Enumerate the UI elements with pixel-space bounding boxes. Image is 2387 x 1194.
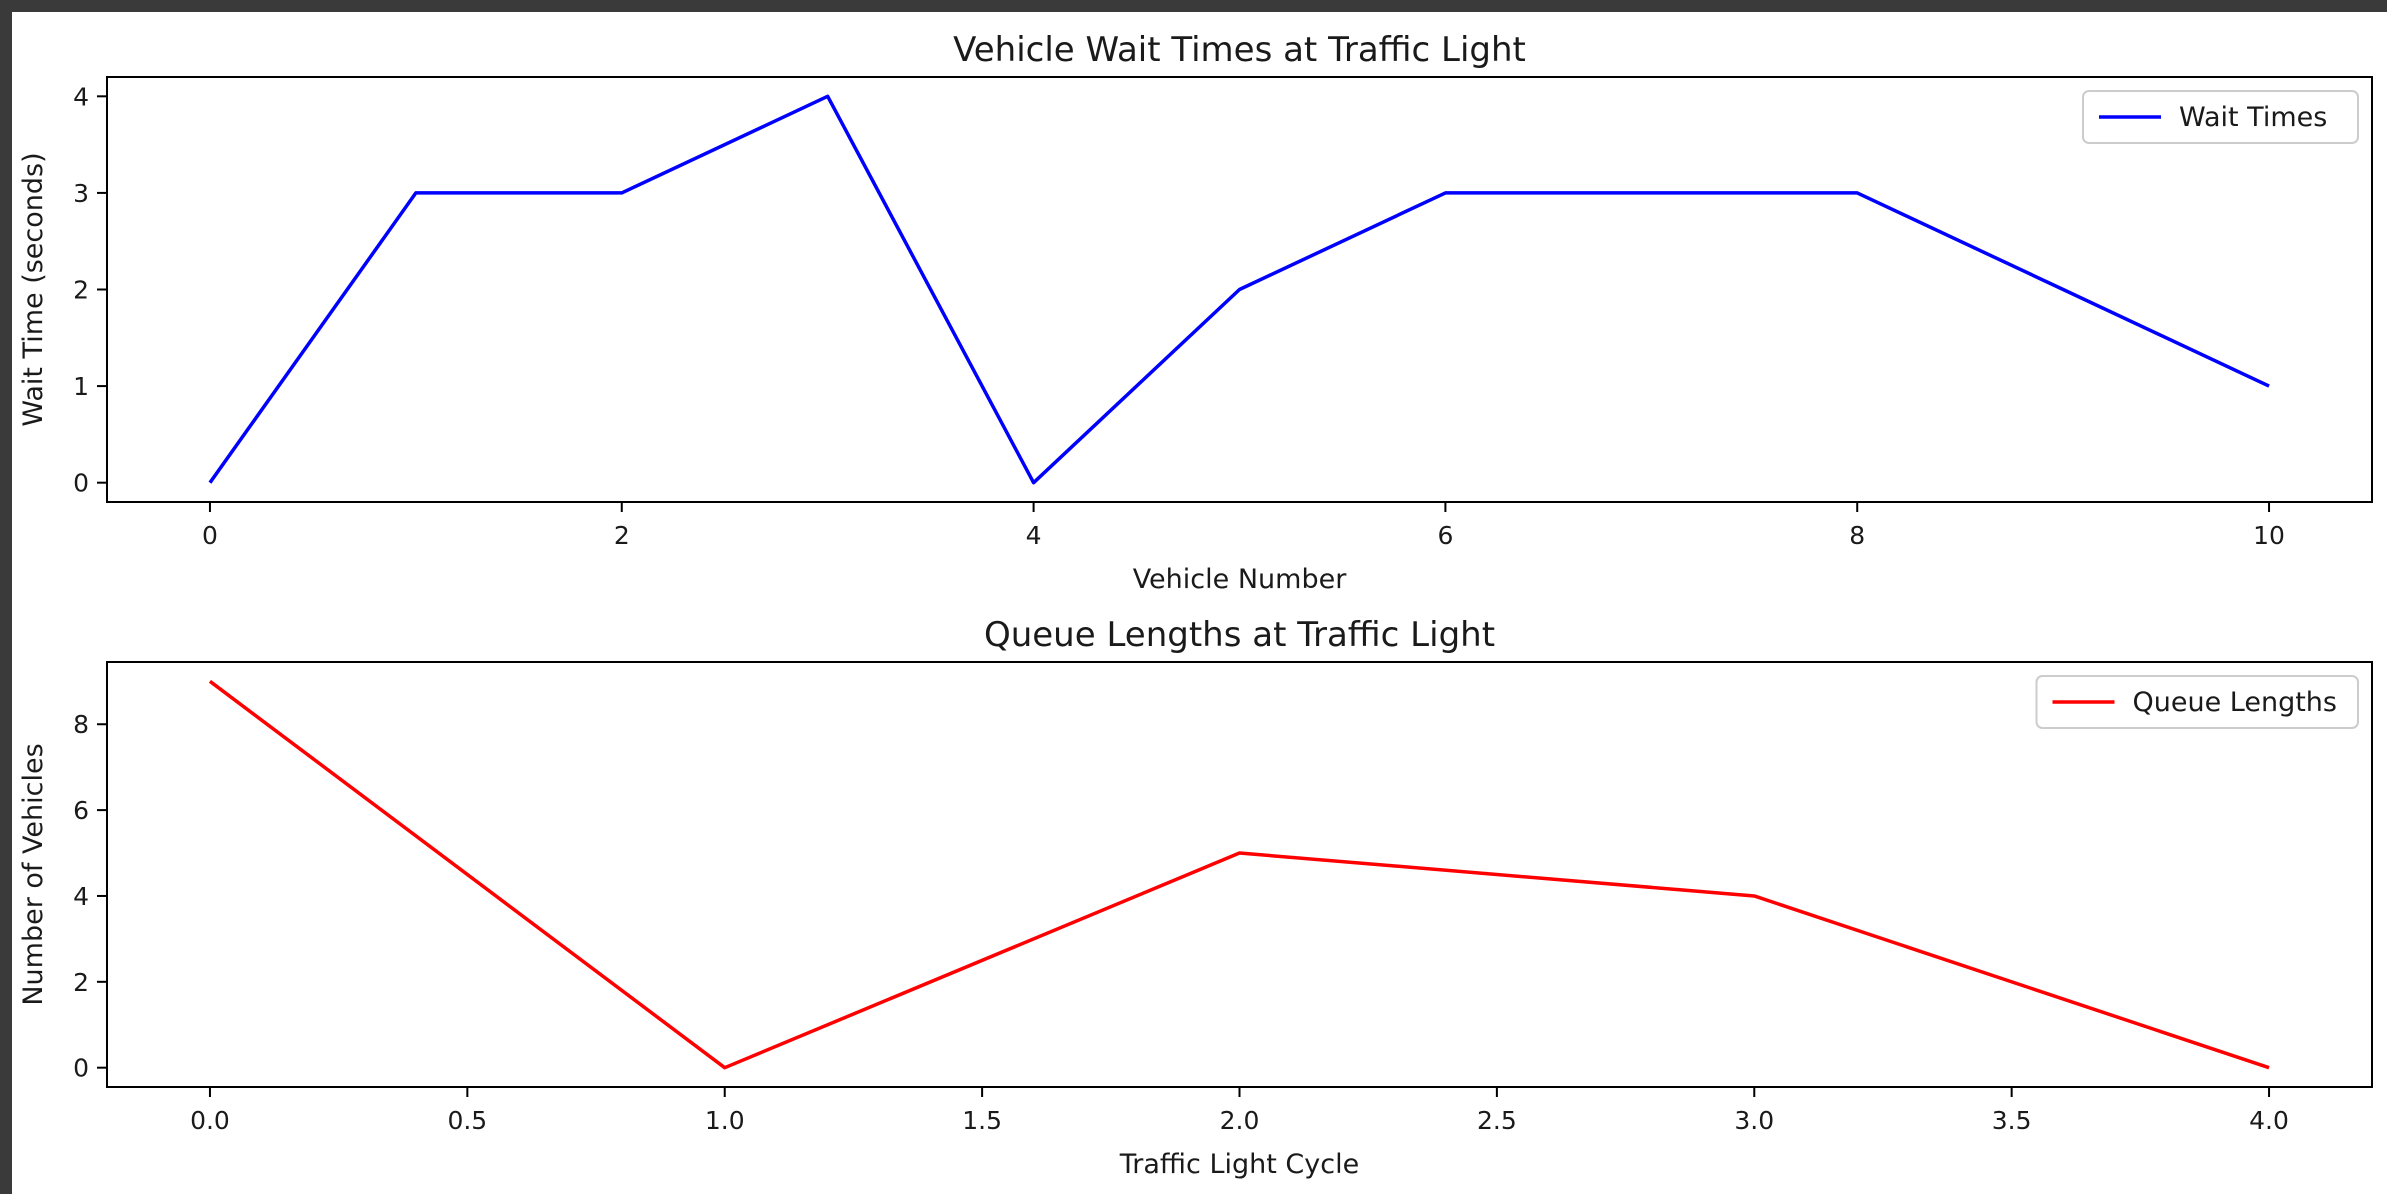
chart-title: Queue Lengths at Traffic Light — [984, 615, 1495, 655]
x-tick-label: 2.0 — [1220, 1106, 1260, 1135]
y-tick-label: 4 — [73, 82, 89, 111]
legend: Wait Times — [2082, 90, 2359, 144]
x-tick-label: 3.0 — [1734, 1106, 1774, 1135]
legend-label: Wait Times — [2179, 102, 2327, 133]
x-tick-label: 8 — [1849, 521, 1865, 550]
chart-figure: Vehicle Wait Times at Traffic Light 0 2 4 6 8… — [18, 30, 2373, 1180]
chart-title: Vehicle Wait Times at Traffic Light — [953, 30, 1526, 70]
y-tick-label: 2 — [73, 968, 89, 997]
legend-label: Queue Lengths — [2133, 687, 2337, 718]
x-tick-label: 0.5 — [447, 1106, 487, 1135]
legend: Queue Lengths — [2035, 675, 2359, 729]
x-tick-label: 6 — [1437, 521, 1453, 550]
y-tick-label: 1 — [73, 372, 89, 401]
y-tick-label: 2 — [73, 276, 89, 305]
x-axis-label: Vehicle Number — [1133, 564, 1348, 595]
chart-wait-times: Vehicle Wait Times at Traffic Light 0 2 4 6 8… — [18, 30, 2373, 595]
x-tick-label: 10 — [2253, 521, 2285, 550]
y-axis-label: Wait Time (seconds) — [18, 152, 49, 426]
x-tick-label: 2.5 — [1477, 1106, 1517, 1135]
plot-frame — [106, 661, 2373, 1088]
x-tick-label: 1.5 — [962, 1106, 1002, 1135]
x-tick-label: 2 — [614, 521, 630, 550]
y-tick-label: 3 — [73, 179, 89, 208]
x-axis-label: Traffic Light Cycle — [1119, 1149, 1359, 1180]
x-tick-label: 0 — [202, 521, 218, 550]
y-tick-label: 0 — [73, 1054, 89, 1083]
y-tick-label: 0 — [73, 469, 89, 498]
x-tick-label: 1.0 — [705, 1106, 745, 1135]
y-tick-label: 4 — [73, 882, 89, 911]
x-tick-label: 4 — [1026, 521, 1042, 550]
figure: Vehicle Wait Times at Traffic Light 0 2 4 6 8… — [12, 12, 2387, 1194]
legend-box — [2082, 90, 2359, 144]
y-tick-label: 8 — [73, 710, 89, 739]
series-line-0 — [208, 679, 2270, 1070]
x-tick-label: 3.5 — [1992, 1106, 2032, 1135]
x-tick-label: 0.0 — [190, 1106, 230, 1135]
y-axis-label: Number of Vehicles — [18, 743, 49, 1005]
x-tick-label: 4.0 — [2249, 1106, 2289, 1135]
y-tick-label: 6 — [73, 796, 89, 825]
legend-box — [2035, 675, 2359, 729]
chart-queue-lengths: Queue Lengths at Traffic Light 0.0 0.5 1.0 1… — [18, 615, 2373, 1180]
